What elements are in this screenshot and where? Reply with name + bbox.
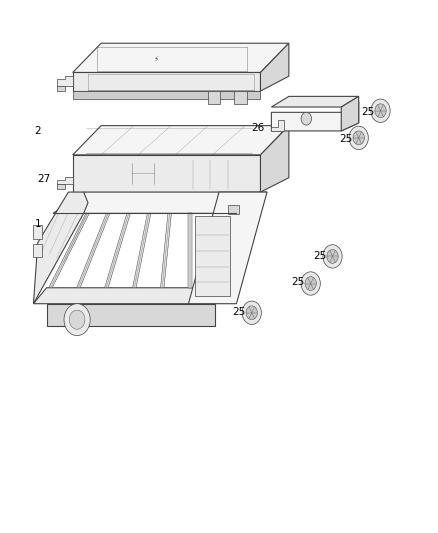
Polygon shape [105, 213, 131, 288]
Circle shape [301, 112, 311, 125]
Polygon shape [188, 213, 192, 288]
Text: ⚡: ⚡ [153, 55, 159, 63]
Circle shape [327, 249, 338, 263]
Polygon shape [33, 192, 88, 304]
Polygon shape [272, 102, 359, 131]
Polygon shape [33, 288, 228, 304]
Polygon shape [33, 244, 42, 257]
Circle shape [246, 306, 258, 320]
Polygon shape [73, 43, 289, 72]
Polygon shape [73, 126, 289, 155]
Polygon shape [195, 216, 230, 296]
Circle shape [69, 310, 85, 329]
Polygon shape [272, 120, 285, 131]
Circle shape [323, 245, 342, 268]
Polygon shape [53, 192, 267, 213]
Circle shape [349, 126, 368, 150]
Polygon shape [188, 192, 267, 304]
Polygon shape [160, 213, 171, 288]
Polygon shape [33, 225, 42, 239]
Polygon shape [228, 205, 239, 214]
Polygon shape [341, 96, 359, 131]
Polygon shape [77, 213, 110, 288]
Circle shape [242, 301, 261, 325]
Circle shape [371, 99, 390, 123]
Text: 27: 27 [38, 174, 51, 184]
Polygon shape [57, 177, 73, 184]
Text: 1: 1 [35, 219, 41, 229]
Circle shape [353, 131, 364, 145]
Text: 2: 2 [35, 126, 41, 136]
Polygon shape [261, 43, 289, 91]
Circle shape [375, 104, 386, 118]
Polygon shape [57, 76, 73, 86]
Polygon shape [272, 96, 359, 107]
Circle shape [301, 272, 320, 295]
Polygon shape [261, 126, 289, 192]
Polygon shape [73, 91, 261, 99]
Polygon shape [46, 304, 215, 326]
Bar [234, 91, 247, 104]
Text: 25: 25 [361, 107, 374, 117]
Bar [208, 91, 220, 104]
Circle shape [64, 304, 90, 336]
Text: 25: 25 [232, 306, 245, 317]
Polygon shape [49, 213, 89, 288]
Polygon shape [57, 86, 65, 91]
Text: 25: 25 [313, 251, 326, 261]
Text: 25: 25 [291, 278, 304, 287]
Circle shape [305, 277, 316, 290]
Polygon shape [73, 155, 261, 192]
Polygon shape [133, 213, 151, 288]
Polygon shape [57, 184, 65, 189]
Text: 25: 25 [339, 134, 352, 144]
Text: 26: 26 [252, 123, 265, 133]
Polygon shape [73, 72, 261, 91]
